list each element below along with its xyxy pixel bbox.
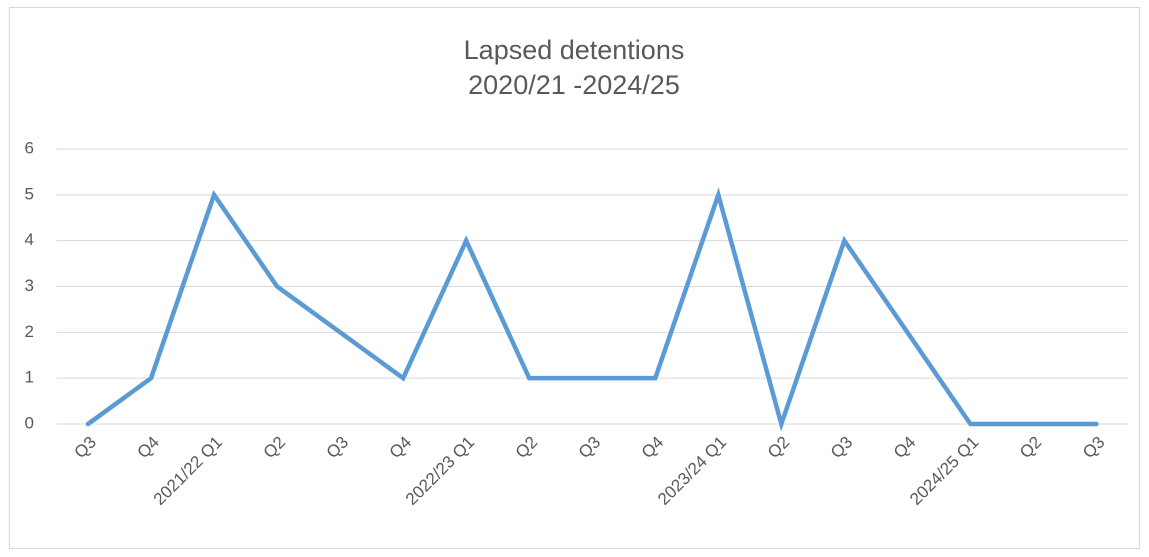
y-tick-label: 1 (25, 368, 34, 387)
y-tick-label: 5 (25, 184, 34, 203)
chart-subtitle: 2020/21 -2024/25 (468, 70, 680, 100)
y-tick-label: 3 (25, 276, 34, 295)
data-line (85, 187, 1099, 432)
chart-title: Lapsed detentions (464, 35, 685, 65)
y-tick-label: 2 (25, 322, 34, 341)
y-tick-label: 6 (25, 138, 34, 157)
y-tick-label: 4 (25, 230, 34, 249)
chart-frame (9, 7, 1140, 549)
y-tick-label: 0 (25, 413, 34, 432)
